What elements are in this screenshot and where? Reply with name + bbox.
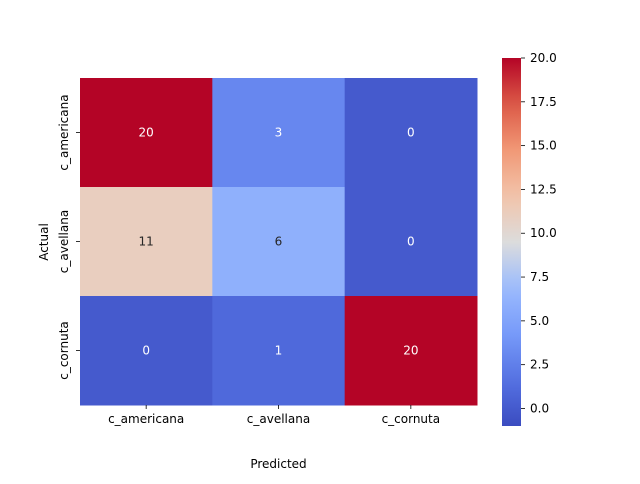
heatmap-cell [80,78,213,188]
colorbar-tick-label: 2.5 [530,358,549,372]
cell-annotation: 6 [275,235,283,249]
x-tick-label: c_avellana [247,412,310,426]
heatmap-cell [344,296,478,406]
heatmap-cell [344,78,478,188]
colorbar-tick-label: 17.5 [530,95,557,109]
colorbar [502,58,521,426]
y-axis-label: Actual [37,223,51,261]
cell-annotation: 0 [407,235,415,249]
heatmap-cell [212,78,346,188]
y-axis-ticks: c_americana c_avellana c_cornuta [57,94,80,380]
x-tick-label: c_americana [108,412,184,426]
heatmap-cells [80,78,478,406]
cell-annotation: 3 [275,126,283,140]
colorbar-tick-label: 10.0 [530,226,557,240]
x-axis-ticks: c_americana c_avellana c_cornuta [108,405,440,426]
y-tick-label: c_avellana [57,210,71,273]
heatmap-cell [212,187,346,297]
cell-annotation: 20 [403,344,418,358]
colorbar-tick-label: 0.0 [530,401,549,415]
colorbar-tick-label: 7.5 [530,270,549,284]
colorbar-tick-label: 5.0 [530,314,549,328]
y-tick-label: c_cornuta [57,321,71,380]
colorbar-tick-label: 12.5 [530,182,557,196]
cell-annotation: 11 [139,235,154,249]
cell-annotations: 20 3 0 11 6 0 0 1 20 [139,126,419,358]
colorbar-tick-label: 20.0 [530,51,557,65]
x-axis-label: Predicted [250,457,306,471]
heatmap-cell [80,187,213,297]
heatmap-cell [344,187,478,297]
colorbar-ticks: 0.0 2.5 5.0 7.5 10.0 12.5 15.0 17.5 20.0 [521,51,557,415]
cell-annotation: 0 [407,126,415,140]
x-tick-label: c_cornuta [382,412,441,426]
cell-annotation: 1 [275,344,283,358]
cell-annotation: 20 [139,126,154,140]
heatmap-cell [80,296,213,406]
heatmap-cell [212,296,346,406]
colorbar-tick-label: 15.0 [530,139,557,153]
y-tick-label: c_americana [57,94,71,170]
cell-annotation: 0 [142,344,150,358]
